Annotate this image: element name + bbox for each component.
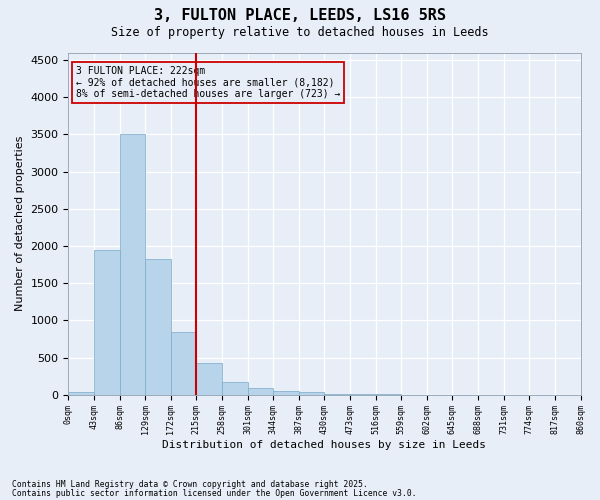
Text: Contains HM Land Registry data © Crown copyright and database right 2025.: Contains HM Land Registry data © Crown c… [12,480,368,489]
Bar [222,382,248,394]
Bar [273,390,299,394]
Bar [196,364,222,394]
Bar [68,392,94,394]
Y-axis label: Number of detached properties: Number of detached properties [15,136,25,312]
Bar [119,134,145,394]
Bar [299,392,325,394]
Text: 3 FULTON PLACE: 222sqm
← 92% of detached houses are smaller (8,182)
8% of semi-d: 3 FULTON PLACE: 222sqm ← 92% of detached… [76,66,340,100]
Bar [248,388,273,394]
Text: Size of property relative to detached houses in Leeds: Size of property relative to detached ho… [111,26,489,39]
X-axis label: Distribution of detached houses by size in Leeds: Distribution of detached houses by size … [163,440,487,450]
Bar [94,250,119,394]
Bar [171,332,196,394]
Text: Contains public sector information licensed under the Open Government Licence v3: Contains public sector information licen… [12,488,416,498]
Bar [145,260,171,394]
Text: 3, FULTON PLACE, LEEDS, LS16 5RS: 3, FULTON PLACE, LEEDS, LS16 5RS [154,8,446,22]
